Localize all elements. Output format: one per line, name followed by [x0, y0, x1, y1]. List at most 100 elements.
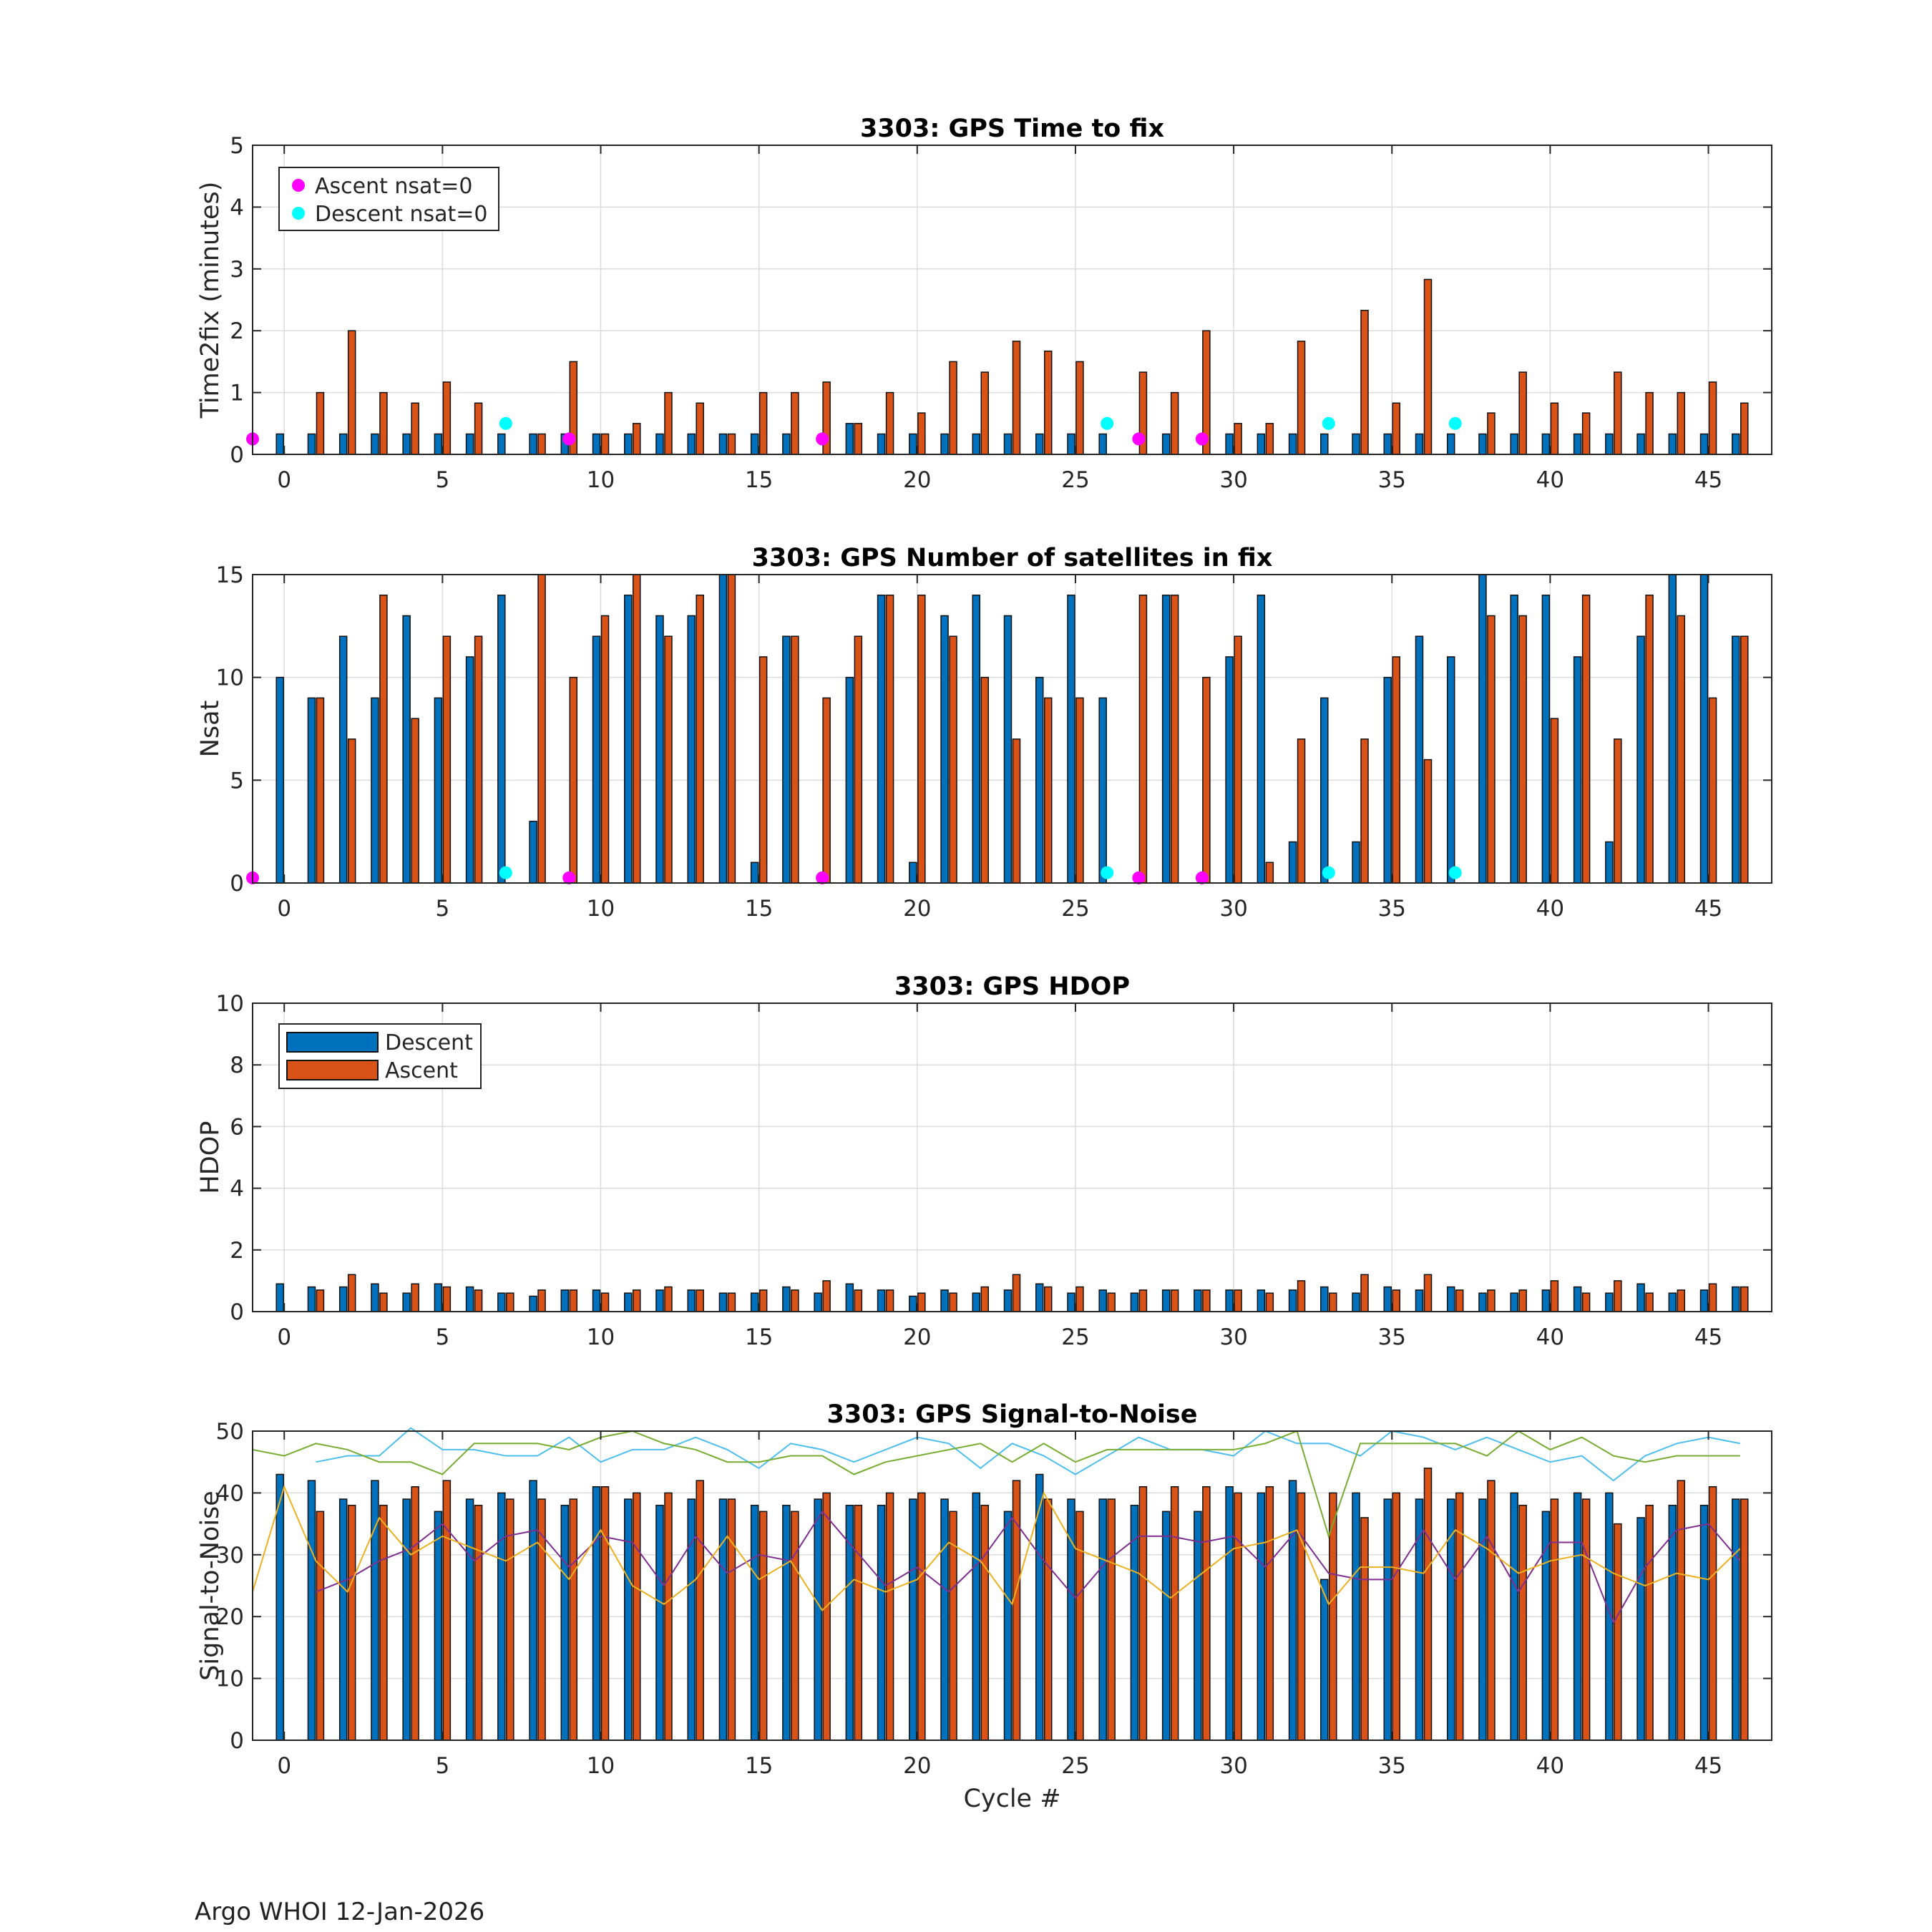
bar-descent — [592, 1486, 601, 1741]
x-tick-label: 20 — [903, 467, 931, 493]
bar-descent — [1130, 1292, 1139, 1312]
bar-ascent — [1392, 1492, 1400, 1741]
x-tick-label: 15 — [745, 467, 773, 493]
bar-ascent — [569, 676, 578, 884]
bar-descent — [750, 1292, 759, 1312]
bar-descent — [338, 433, 348, 455]
bar-descent — [1478, 433, 1487, 455]
bar-ascent — [379, 594, 388, 884]
x-tick-label: 15 — [745, 896, 773, 922]
bar-descent — [338, 1498, 348, 1741]
bar-descent — [402, 615, 411, 884]
x-tick-label: 20 — [903, 896, 931, 922]
bar-ascent — [1075, 361, 1084, 455]
bar-descent — [718, 1498, 728, 1741]
bar-descent — [1478, 1292, 1487, 1312]
bar-ascent — [600, 433, 610, 455]
bar-descent — [909, 1498, 917, 1741]
x-tick-label: 40 — [1536, 467, 1564, 493]
bar-descent — [307, 1286, 316, 1312]
bar-descent — [1003, 1511, 1013, 1741]
x-tick-label: 5 — [436, 896, 450, 922]
bar-descent — [1699, 433, 1709, 455]
x-tick-label: 30 — [1219, 896, 1247, 922]
bar-ascent — [1392, 656, 1400, 884]
bar-ascent — [727, 574, 736, 884]
bar-descent — [1257, 1289, 1266, 1312]
x-tick-label: 30 — [1219, 1324, 1247, 1350]
bar-ascent — [1234, 635, 1242, 884]
bar-descent — [402, 1292, 411, 1312]
bar-descent — [1573, 433, 1582, 455]
bar-descent — [1161, 1289, 1171, 1312]
bar-descent — [1446, 1286, 1455, 1312]
bar-ascent — [885, 1289, 894, 1312]
bar-descent — [1573, 656, 1582, 884]
bar-descent — [1352, 1492, 1360, 1741]
bar-ascent — [1234, 1289, 1242, 1312]
bar-ascent — [474, 1504, 483, 1741]
bar-descent — [1699, 1504, 1709, 1741]
bar-descent — [1288, 1289, 1297, 1312]
bar-descent — [655, 1289, 664, 1312]
bar-descent — [1605, 433, 1614, 455]
legend-descent-swatch — [286, 1032, 379, 1053]
bar-ascent — [600, 615, 610, 884]
bar-ascent — [316, 1511, 325, 1741]
bar-descent — [1383, 1498, 1392, 1741]
bar-ascent — [1107, 1292, 1116, 1312]
bar-descent — [845, 423, 854, 455]
x-tick-label: 0 — [277, 467, 291, 493]
x-tick-label: 15 — [745, 1324, 773, 1350]
y-tick-label: 2 — [230, 318, 244, 344]
bar-ascent — [1487, 1289, 1496, 1312]
bar-ascent — [822, 1280, 831, 1312]
bar-descent — [465, 1498, 474, 1741]
axes-box — [252, 1002, 1772, 1312]
ascent-nsat0-marker — [1132, 432, 1146, 446]
bar-descent — [814, 1292, 822, 1312]
bar-ascent — [1392, 402, 1400, 455]
bar-ascent — [791, 1511, 799, 1741]
bar-ascent — [442, 381, 452, 455]
bar-descent — [1035, 676, 1044, 884]
bar-descent — [718, 1292, 728, 1312]
bar-ascent — [1170, 1486, 1179, 1741]
bar-ascent — [1360, 738, 1369, 884]
x-tick-label: 30 — [1219, 467, 1247, 493]
bar-descent — [402, 433, 411, 455]
bar-ascent — [347, 1504, 356, 1741]
axes-box — [252, 145, 1772, 455]
bar-descent — [307, 1480, 316, 1741]
x-tick-label: 45 — [1694, 1324, 1722, 1350]
bar-descent — [338, 635, 348, 884]
bar-ascent — [1234, 1492, 1242, 1741]
bar-descent — [909, 1295, 917, 1312]
bar-descent — [687, 433, 696, 455]
bar-descent — [1510, 1292, 1518, 1312]
bar-descent — [1194, 1289, 1202, 1312]
bar-ascent — [1677, 391, 1686, 455]
bar-descent — [909, 862, 917, 884]
bar-ascent — [758, 391, 768, 455]
y-tick-label: 10 — [216, 665, 244, 691]
bar-ascent — [316, 697, 325, 884]
bar-descent — [1225, 1486, 1234, 1741]
bar-descent — [1067, 594, 1075, 884]
bar-ascent — [347, 1274, 356, 1312]
bar-descent — [1573, 1286, 1582, 1312]
descent-nsat0-marker — [499, 416, 512, 430]
bar-ascent — [1455, 1492, 1464, 1741]
bar-ascent — [949, 361, 957, 455]
bar-ascent — [1265, 1486, 1274, 1741]
bar-ascent — [1740, 635, 1749, 884]
bar-descent — [371, 1283, 379, 1312]
bar-ascent — [1455, 1289, 1464, 1312]
legend-box — [278, 167, 499, 231]
x-axis-label: Cycle # — [963, 1785, 1060, 1813]
bar-ascent — [1012, 1274, 1021, 1312]
chart-title: 3303: GPS Signal-to-Noise — [827, 1400, 1198, 1429]
bar-ascent — [1170, 1289, 1179, 1312]
bar-descent — [1573, 1492, 1582, 1741]
x-tick-label: 35 — [1378, 1324, 1406, 1350]
